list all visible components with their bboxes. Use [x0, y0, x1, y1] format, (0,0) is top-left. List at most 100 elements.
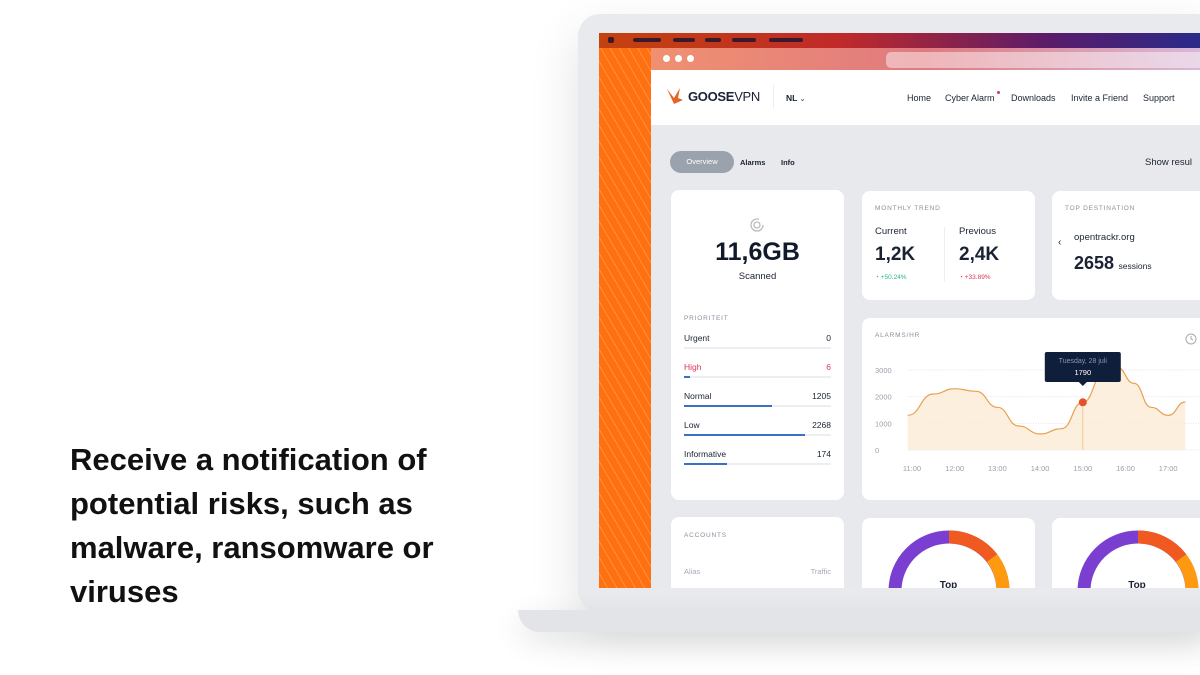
previous-label: Previous: [959, 226, 996, 237]
previous-change: ◔ +33.89%: [959, 274, 991, 281]
priority-row: Normal 1205: [684, 391, 831, 407]
donut-label: Top: [939, 580, 958, 588]
window-dot[interactable]: [663, 55, 670, 62]
scan-card: 11,6GB Scanned PRIORITEIT Urgent 0 High 6 No…: [671, 190, 844, 500]
brand-logo[interactable]: GOOSEVPN: [688, 89, 760, 104]
priority-value: 2268: [812, 420, 831, 430]
trend-icon: ◔: [959, 274, 963, 281]
notification-dot: [997, 91, 1000, 94]
scanned-value: 11,6GB: [715, 238, 800, 266]
col-traffic[interactable]: Traffic: [810, 567, 831, 576]
nav-support[interactable]: Support: [1143, 93, 1175, 103]
priority-track: [684, 347, 831, 349]
tooltip-arrow: [1078, 382, 1087, 386]
chevron-down-icon: ⌄: [799, 96, 806, 103]
priority-value: 0: [826, 333, 831, 343]
priority-bar: [684, 405, 773, 407]
tab-overview[interactable]: Overview: [670, 151, 734, 173]
show-results-button[interactable]: Show resul: [1145, 157, 1192, 168]
sessions-value: 2658: [1074, 253, 1115, 273]
current-value: 1,2K: [875, 244, 916, 265]
data-point: [1078, 398, 1087, 407]
donut-label: Top: [1128, 580, 1146, 588]
menu-placeholder: [705, 38, 721, 42]
menu-placeholder: [732, 38, 756, 42]
priority-value: 1205: [812, 391, 831, 401]
priority-value: 6: [826, 362, 831, 372]
chart-title: ALARMS/HR: [875, 332, 921, 339]
x-tick-label: 15:00: [1073, 464, 1092, 473]
destination-sessions: 2658 sessions: [1074, 253, 1152, 274]
x-tick-label: 12:00: [945, 464, 964, 473]
tab-alarms[interactable]: Alarms: [740, 158, 766, 167]
current-change-value: +50.24%: [880, 274, 907, 281]
brand-light: VPN: [734, 89, 761, 104]
destination-domain: opentrackr.org: [1074, 232, 1135, 243]
priority-label: High: [684, 362, 702, 372]
x-tick-label: 16:00: [1116, 464, 1135, 473]
priority-label: Low: [684, 420, 700, 430]
top-nav: GOOSEVPN NL ⌄ Home Cyber Alarm Downloads…: [651, 70, 1200, 125]
orange-background: [599, 48, 651, 588]
priority-row: Low 2268: [684, 420, 831, 436]
donut-card-1: Top: [862, 518, 1035, 588]
monthly-trend-title: MONTHLY TREND: [875, 205, 941, 212]
scanned-label: Scanned: [738, 271, 777, 282]
nav-cyber-alarm[interactable]: Cyber Alarm: [945, 93, 995, 103]
language-select[interactable]: NL ⌄: [786, 93, 805, 103]
priority-title: PRIORITEIT: [684, 315, 729, 322]
browser-bar: [651, 48, 1200, 70]
x-tick-label: 14:00: [1031, 464, 1050, 473]
previous-value: 2,4K: [959, 244, 1000, 265]
window-dot[interactable]: [675, 55, 682, 62]
divider: [944, 227, 945, 282]
laptop-base: [518, 610, 1200, 632]
donut-chart: [888, 530, 1010, 588]
sessions-label: sessions: [1118, 261, 1152, 271]
priority-row: High 6: [684, 362, 831, 378]
priority-bar: [684, 463, 727, 465]
x-tick-label: 13:00: [988, 464, 1007, 473]
tooltip-date: Tuesday, 28 juli: [1059, 358, 1108, 365]
chevron-left-icon[interactable]: ‹: [1058, 237, 1062, 248]
priority-track: [684, 405, 831, 407]
os-menu-bar: [599, 33, 1200, 48]
current-change: ◔ +50.24%: [875, 274, 907, 281]
x-tick-label: 11:00: [903, 464, 921, 473]
tooltip: [1044, 352, 1121, 382]
brand-bold: GOOSE: [688, 89, 735, 104]
nav-home[interactable]: Home: [907, 93, 932, 103]
window-dot[interactable]: [687, 55, 694, 62]
menu-placeholder: [673, 38, 695, 42]
area-fill: [907, 367, 1186, 450]
home-icon: [608, 37, 614, 43]
y-tick-label: 2000: [875, 393, 892, 402]
address-bar[interactable]: [886, 52, 1200, 68]
clock-icon[interactable]: [1185, 333, 1197, 345]
dashboard: GOOSEVPN NL ⌄ Home Cyber Alarm Downloads…: [651, 70, 1200, 588]
donut-chart: [1077, 530, 1199, 588]
headline: Receive a notification of potential risk…: [70, 442, 434, 609]
priority-label: Informative: [684, 449, 727, 459]
donut-card-2: Top: [1052, 518, 1200, 588]
nav-invite[interactable]: Invite a Friend: [1071, 93, 1129, 103]
priority-track: [684, 463, 831, 465]
priority-bar: [684, 434, 805, 436]
current-label: Current: [875, 226, 907, 237]
nav-downloads[interactable]: Downloads: [1011, 93, 1056, 103]
col-alias[interactable]: Alias: [684, 567, 701, 576]
monthly-trend-card: MONTHLY TREND Current 1,2K ◔ +50.24% Pre…: [862, 191, 1035, 300]
radar-icon: [750, 218, 764, 232]
accounts-title: ACCOUNTS: [684, 532, 727, 539]
alarms-chart: 0 1000 2000 3000 11:00 12:00 13:00 14:00 15:00 16…: [875, 352, 1200, 473]
y-tick-label: 3000: [875, 366, 892, 375]
y-tick-label: 1000: [875, 419, 892, 428]
divider: [773, 85, 774, 109]
goose-logo-icon: [667, 88, 683, 104]
priority-track: [684, 376, 831, 378]
tab-info[interactable]: Info: [781, 158, 795, 167]
priority-label: Normal: [684, 391, 712, 401]
laptop-screen: GOOSEVPN NL ⌄ Home Cyber Alarm Downloads…: [599, 33, 1200, 588]
alarms-chart-card: ALARMS/HR 0 1000 2000 3000 11:00 12:00 13:00 14…: [862, 318, 1200, 500]
priority-track: [684, 434, 831, 436]
